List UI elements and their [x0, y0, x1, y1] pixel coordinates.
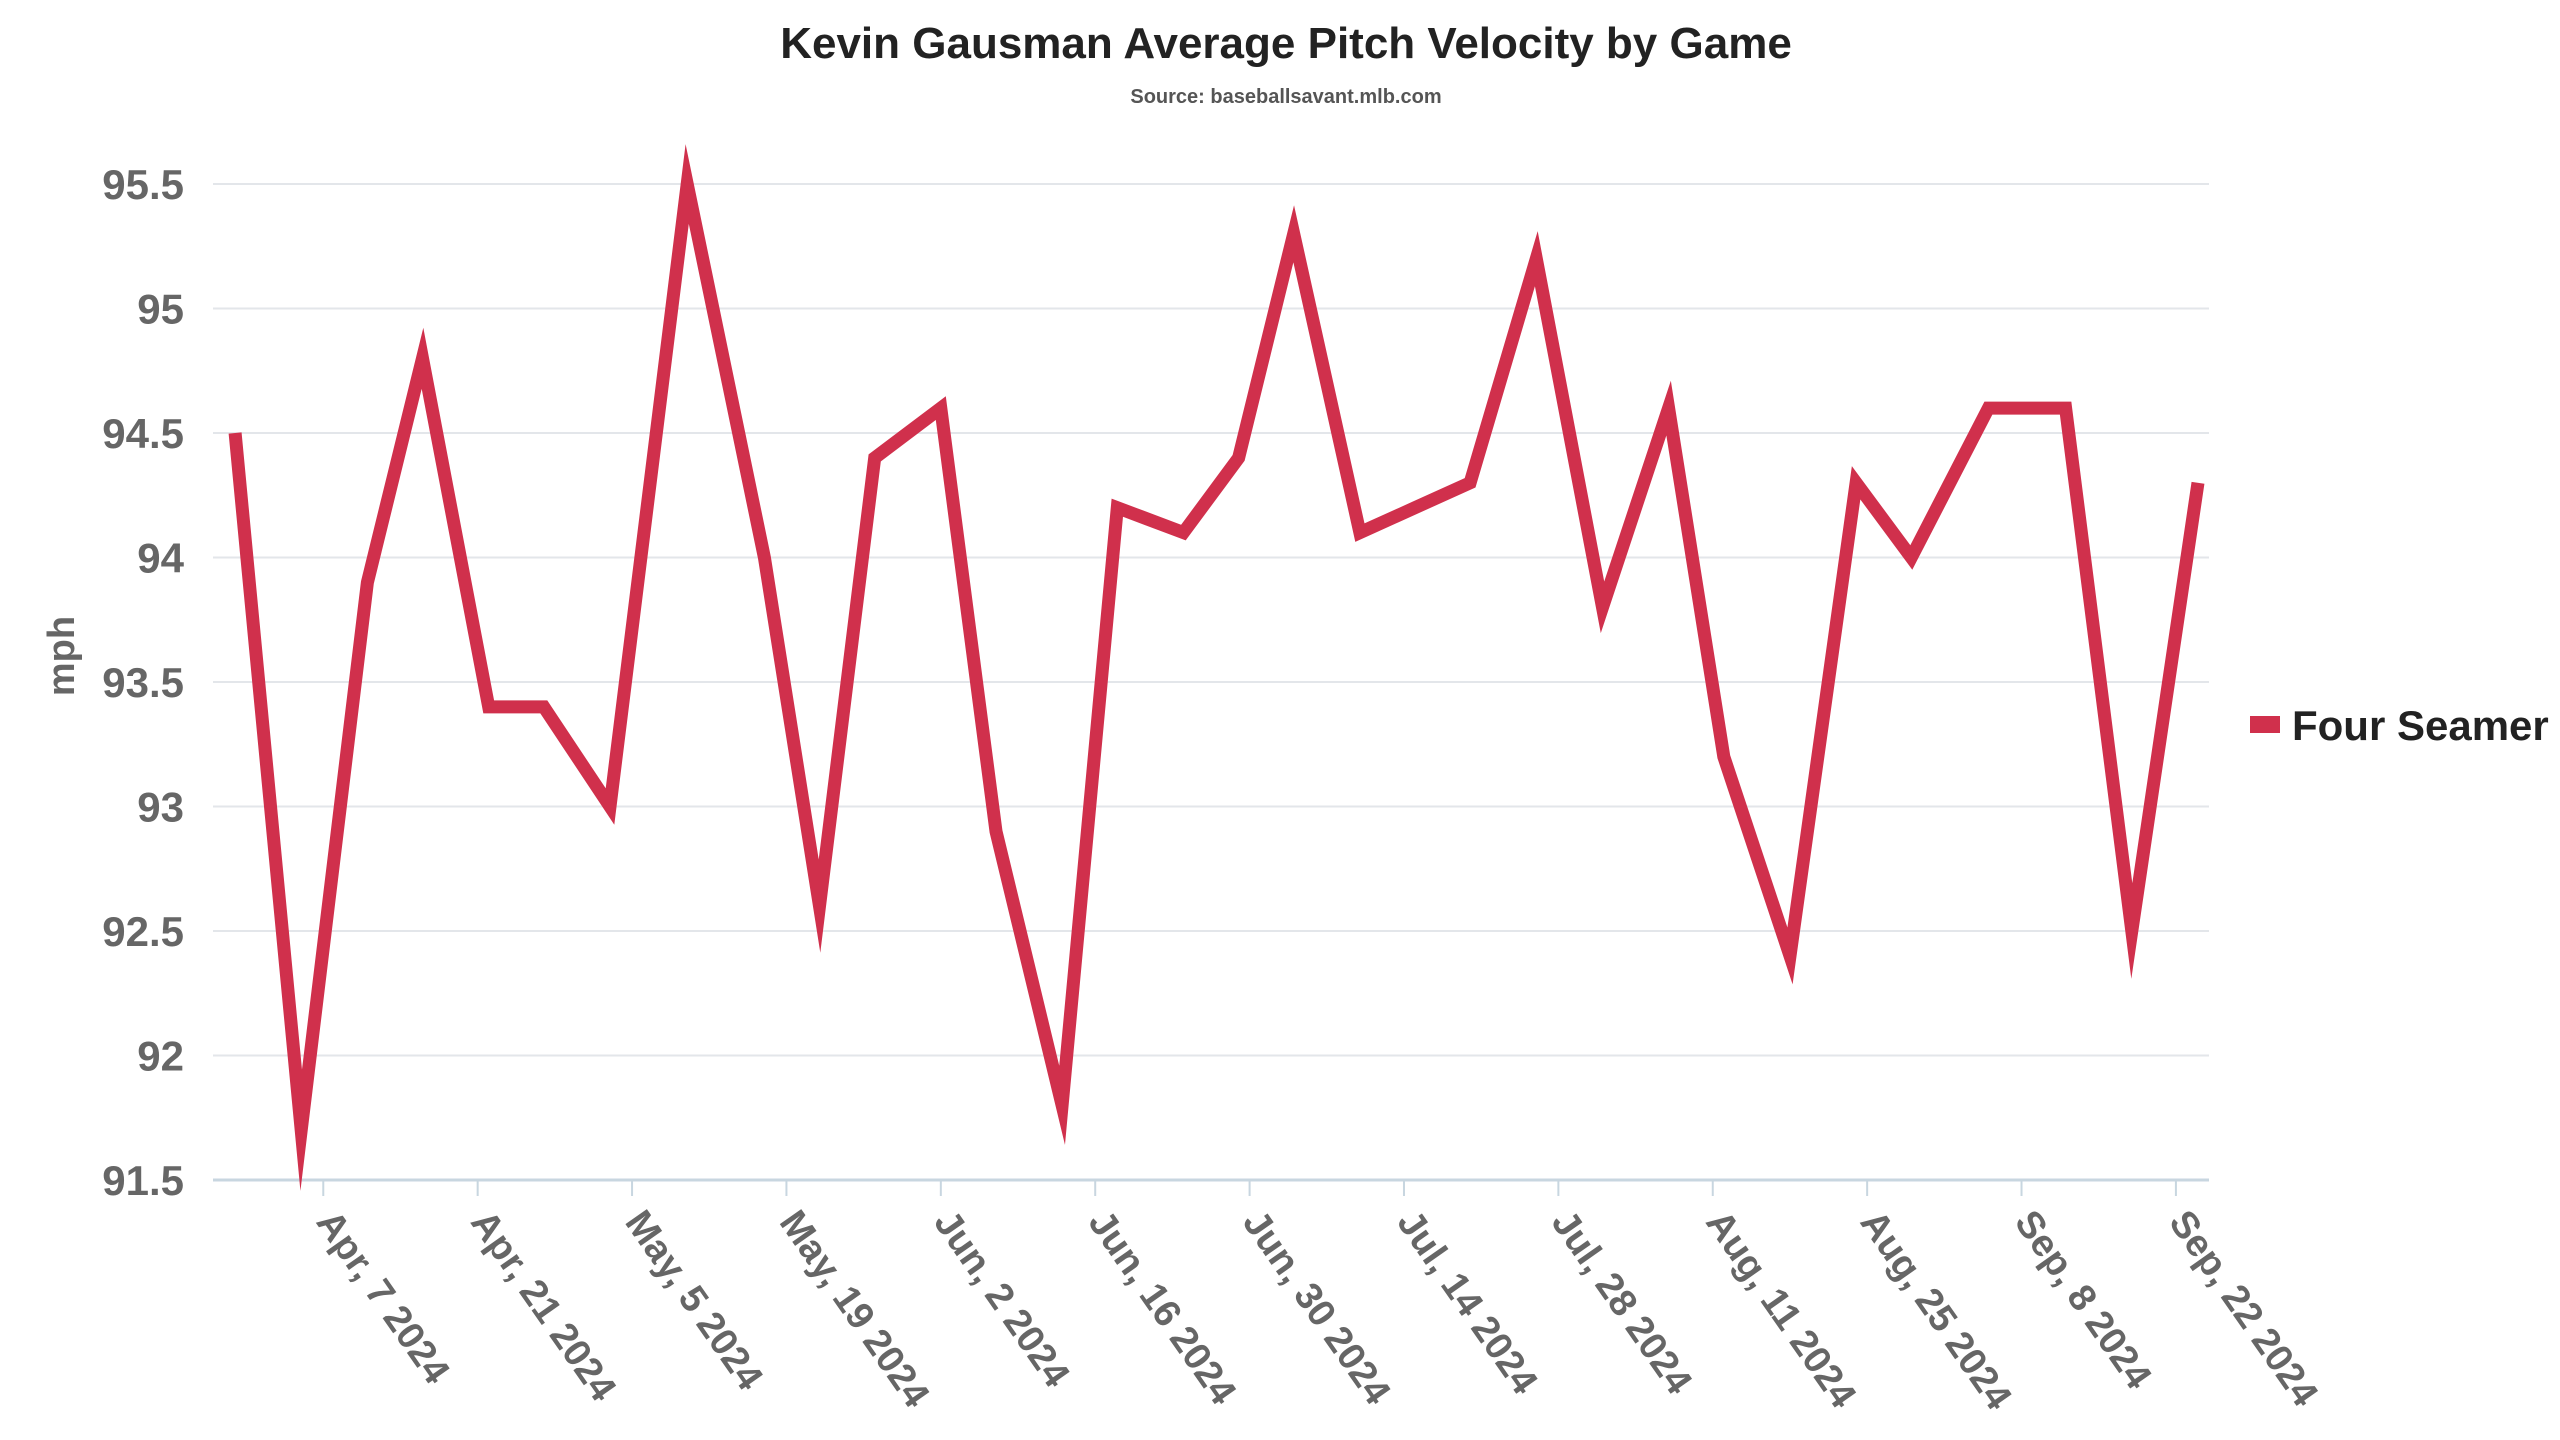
y-tick-label: 91.5 [102, 1157, 184, 1204]
x-tick-label: Aug, 25 2024 [1852, 1203, 2020, 1417]
y-tick-label: 94.5 [102, 410, 184, 457]
y-axis-label: mph [41, 616, 83, 696]
chart-title: Kevin Gausman Average Pitch Velocity by … [780, 19, 1792, 68]
legend-swatch [2250, 716, 2280, 733]
x-tick-label: Apr, 21 2024 [462, 1203, 624, 1409]
x-tick-label: Apr, 7 2024 [308, 1203, 458, 1391]
x-tick-label: Jul, 28 2024 [1543, 1203, 1700, 1402]
x-tick-label: Sep, 22 2024 [2161, 1203, 2326, 1414]
legend-label[interactable]: Four Seamer [2292, 702, 2549, 749]
x-tick-label: Aug, 11 2024 [1697, 1203, 1863, 1416]
x-tick-label: Jun, 2 2024 [925, 1203, 1077, 1395]
y-tick-label: 93 [137, 784, 184, 831]
y-tick-label: 92.5 [102, 908, 184, 955]
y-tick-label: 92 [137, 1033, 184, 1080]
legend[interactable]: Four Seamer [2250, 702, 2549, 749]
chart-subtitle: Source: baseballsavant.mlb.com [1130, 86, 1441, 108]
y-tick-label: 95 [137, 286, 184, 333]
x-tick-label: Jun, 30 2024 [1234, 1203, 1398, 1412]
x-tick-label: Sep, 8 2024 [2006, 1203, 2159, 1397]
y-tick-label: 95.5 [102, 161, 184, 208]
x-tick-label: May, 19 2024 [771, 1203, 937, 1415]
x-tick-label: Jul, 14 2024 [1389, 1203, 1546, 1402]
x-tick-label: May, 5 2024 [617, 1203, 771, 1398]
x-tick-label: Jun, 16 2024 [1080, 1203, 1244, 1412]
y-tick-label: 93.5 [102, 659, 184, 706]
series-line-four-seamer [228, 144, 2205, 1191]
y-tick-label: 94 [137, 535, 184, 582]
